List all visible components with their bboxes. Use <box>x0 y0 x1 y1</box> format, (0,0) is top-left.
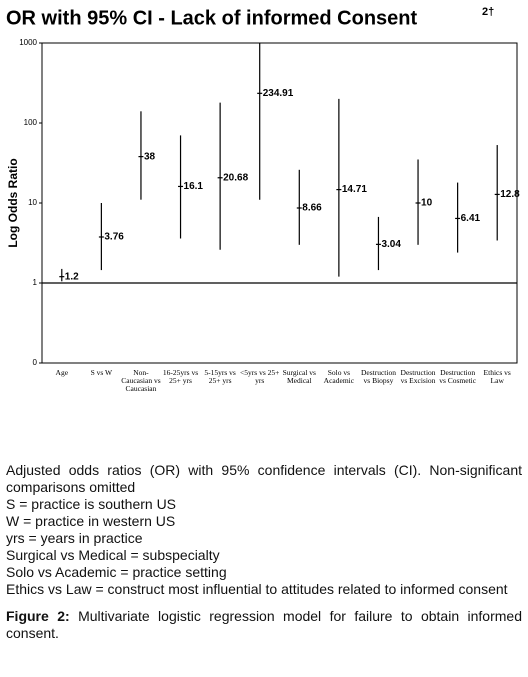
x-tick-label: Solo vs Academic <box>323 368 355 385</box>
value-label: 20.68 <box>223 172 248 183</box>
x-tick-label: Destruction vs Excision <box>400 368 436 385</box>
caption-note: Solo vs Academic = practice setting <box>6 564 227 580</box>
x-tick-label: Destruction vs Biopsy <box>360 368 396 385</box>
x-tick-label: 5-15yrs vs 25+ yrs <box>204 368 236 385</box>
caption-note: Surgical vs Medical = subspecialty <box>6 547 220 563</box>
value-label: 14.71 <box>342 184 367 195</box>
y-tick-label: 100 <box>24 118 38 127</box>
value-label: 1.2 <box>65 271 79 282</box>
y-axis-label: Log Odds Ratio <box>6 158 20 247</box>
caption-note: Ethics vs Law = construct most influenti… <box>6 581 508 597</box>
figure-label: Figure 2: <box>6 608 70 624</box>
x-tick-label: 16-25yrs vs 25+ yrs <box>162 368 199 385</box>
x-tick-label: <5yrs vs 25+ yrs <box>240 368 280 385</box>
x-tick-label: S vs W <box>90 368 113 377</box>
y-tick-label: 1 <box>33 278 38 287</box>
x-tick-label: Ethics vs Law <box>483 368 511 385</box>
x-tick-label: Destruction vs Cosmetic <box>439 368 477 385</box>
value-label: 6.41 <box>461 213 481 224</box>
value-label: 12.8 <box>500 189 520 200</box>
y-tick-label: 1000 <box>19 38 37 47</box>
chart-title: OR with 95% CI - Lack of informed Consen… <box>6 7 417 29</box>
y-tick-label: 0 <box>33 358 38 367</box>
figure-text: Multivariate logistic regression model f… <box>6 608 522 641</box>
title-superscript: 2† <box>482 6 494 18</box>
value-label: 3.04 <box>381 239 401 250</box>
value-label: 234.91 <box>263 88 294 99</box>
value-label: 8.66 <box>302 203 322 214</box>
x-tick-label: Surgical vs Medical <box>282 368 316 385</box>
value-label: 38 <box>144 151 156 162</box>
figure-caption: Figure 2: Multivariate logistic regressi… <box>6 608 522 642</box>
caption-note: W = practice in western US <box>6 513 176 529</box>
caption-note: Adjusted odds ratios (OR) with 95% confi… <box>6 462 522 495</box>
value-label: 16.1 <box>184 181 204 192</box>
value-label: 10 <box>421 198 433 209</box>
x-tick-label: Age <box>55 368 69 377</box>
caption: Adjusted odds ratios (OR) with 95% confi… <box>6 462 522 642</box>
caption-note: S = practice is southern US <box>6 496 177 512</box>
value-label: 3.76 <box>104 232 124 243</box>
chart: OR with 95% CI - Lack of informed Consen… <box>6 6 520 367</box>
y-tick-label: 10 <box>28 198 37 207</box>
caption-note: yrs = years in practice <box>6 530 143 546</box>
x-tick-label: Non-Caucasian vs Caucasian <box>121 368 161 393</box>
